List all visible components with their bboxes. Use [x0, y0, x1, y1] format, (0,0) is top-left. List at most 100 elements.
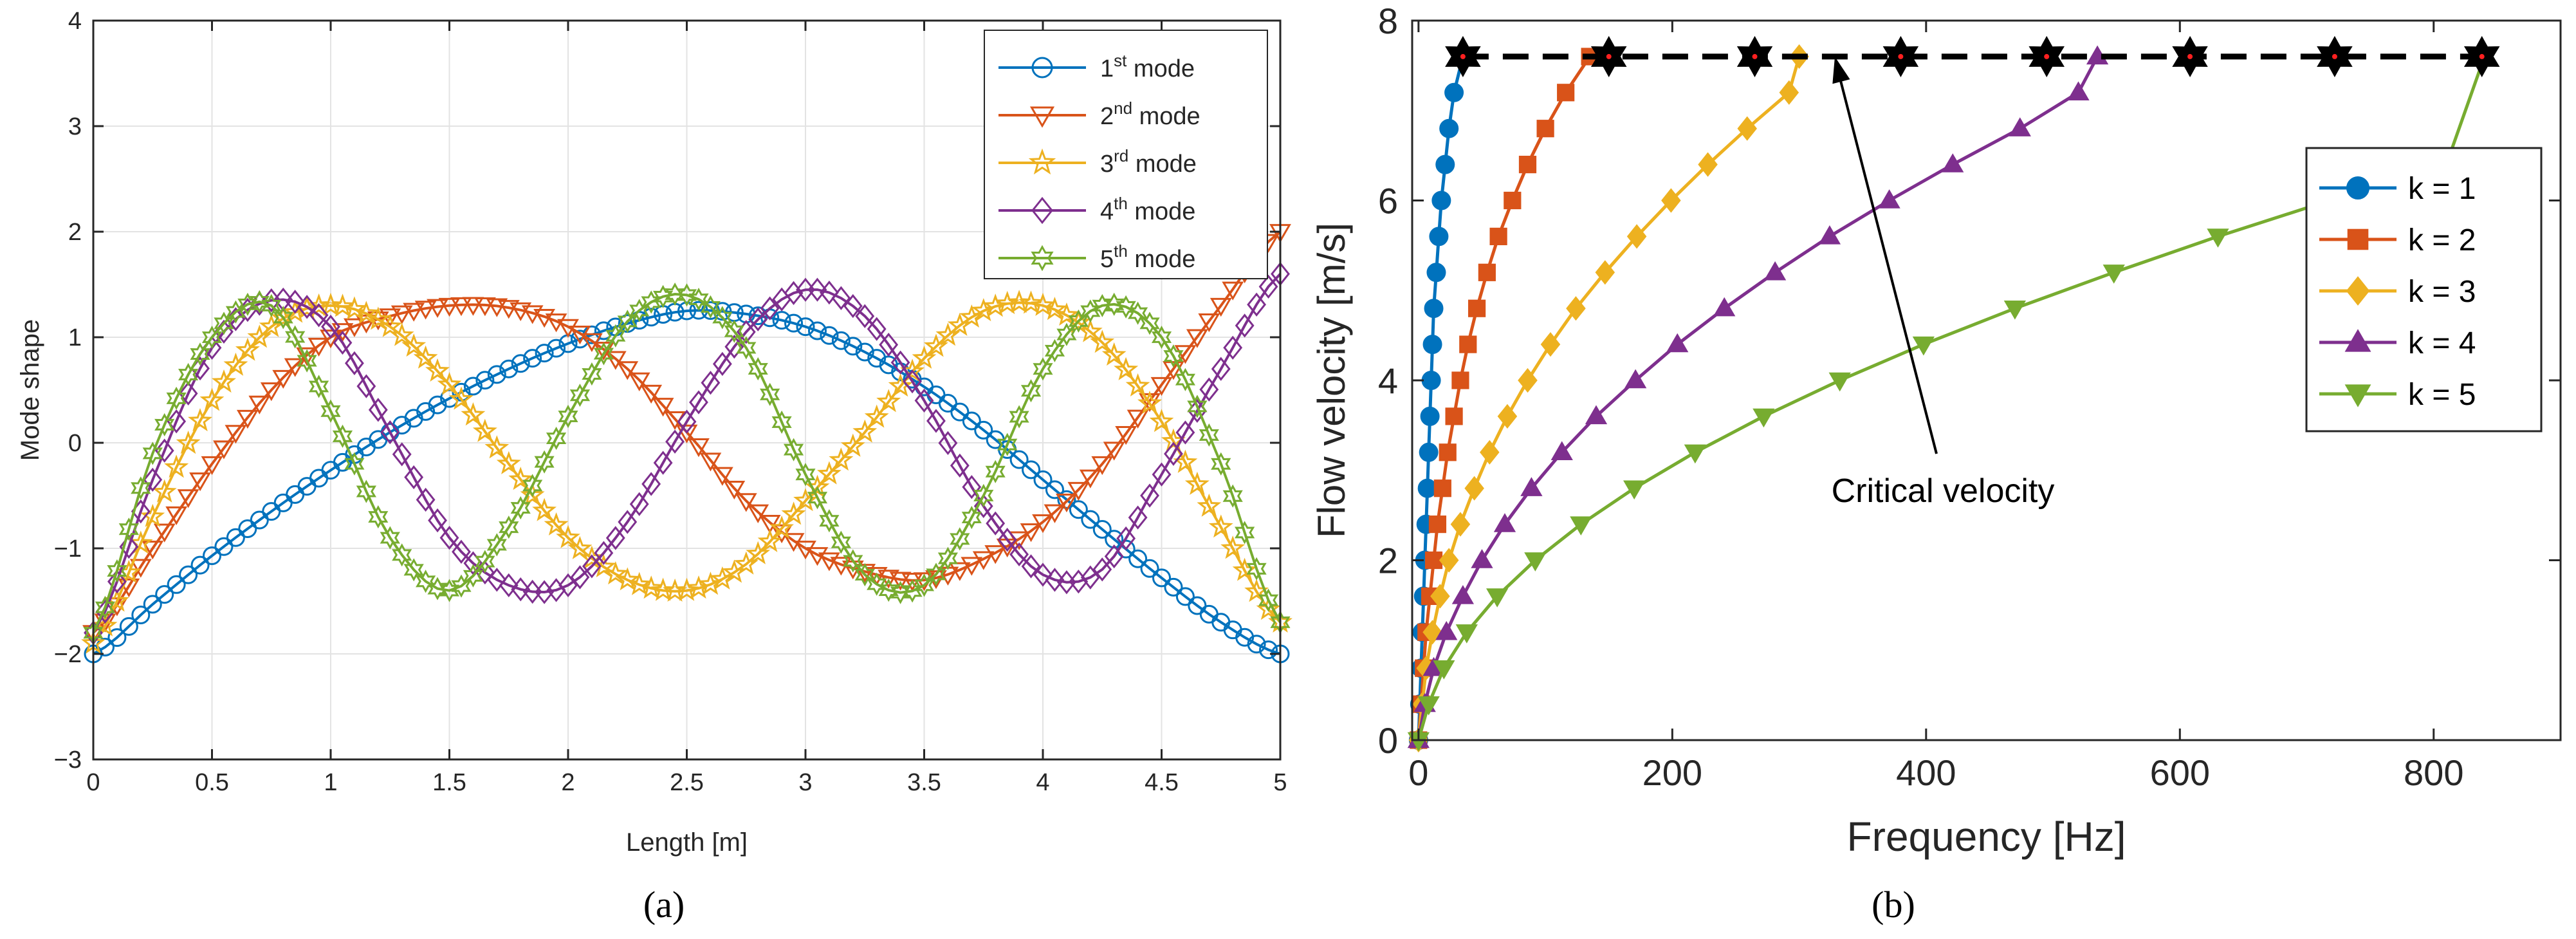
- data-point-s4-23: [356, 374, 376, 398]
- data-point-s3-38: [532, 497, 557, 521]
- data-point-s1-63: [831, 331, 851, 350]
- ytick-label-b-3: 6: [1378, 181, 1398, 221]
- data-point-s4-30: [439, 525, 459, 550]
- data-point-s1-88: [1128, 549, 1148, 568]
- data-point-s4-70: [914, 388, 934, 413]
- data-point-s5-78: [1009, 405, 1029, 429]
- data-point-s2-32: [462, 297, 484, 316]
- data-point-s4-63: [831, 286, 851, 310]
- data-point-s5-43: [593, 342, 614, 366]
- ytick-label-b-0: 0: [1378, 720, 1398, 761]
- data-point-k4-13: [1763, 261, 1787, 281]
- xtick-label-b-0: 0: [1408, 752, 1428, 793]
- data-point-s2-82: [1055, 493, 1078, 513]
- data-point-s2-7: [165, 506, 188, 526]
- data-point-s2-44: [604, 351, 627, 370]
- data-point-s5-36: [510, 496, 531, 520]
- data-point-s3-8: [176, 431, 201, 454]
- data-point-s2-35: [497, 300, 520, 319]
- data-point-s4-45: [618, 510, 638, 534]
- data-point-s1-72: [938, 394, 957, 413]
- data-point-s3-62: [817, 461, 842, 485]
- data-point-s4-56: [748, 307, 768, 331]
- xtick-label-b-3: 600: [2150, 752, 2210, 793]
- data-point-s3-96: [1220, 535, 1246, 559]
- data-point-s4-40: [558, 573, 578, 598]
- data-point-s5-14: [249, 290, 270, 313]
- data-point-s3-22: [342, 296, 367, 320]
- data-point-k4-11: [1666, 333, 1689, 353]
- data-point-k3-14: [1626, 224, 1647, 249]
- data-point-s1-9: [190, 555, 210, 575]
- data-point-s5-53: [712, 306, 733, 330]
- data-point-s2-33: [474, 297, 496, 317]
- data-point-k1-14: [1429, 227, 1449, 246]
- data-point-s3-50: [674, 577, 699, 601]
- data-point-s5-26: [392, 543, 412, 567]
- data-point-s2-75: [972, 551, 995, 570]
- data-point-s4-74: [962, 475, 982, 499]
- data-point-s2-56: [747, 504, 769, 523]
- data-point-k4-10: [1624, 369, 1647, 389]
- data-point-s1-39: [547, 339, 566, 358]
- data-point-s1-89: [1140, 559, 1159, 578]
- data-point-k4-5: [1471, 549, 1493, 568]
- data-point-s3-90: [1149, 409, 1174, 432]
- data-point-k5-14: [2207, 228, 2229, 248]
- data-point-k5-1: [1417, 696, 1440, 716]
- data-point-s4-66: [867, 317, 887, 341]
- data-point-s5-61: [807, 486, 828, 510]
- data-point-s4-31: [452, 539, 471, 564]
- data-point-s4-87: [1116, 526, 1136, 551]
- data-point-s1-1: [95, 637, 115, 656]
- data-point-s3-13: [235, 337, 260, 361]
- data-point-s4-59: [784, 281, 804, 305]
- data-point-s2-3: [118, 578, 140, 598]
- data-point-k3-16: [1698, 152, 1718, 177]
- data-point-k2-15: [1504, 191, 1522, 210]
- data-point-s2-73: [948, 562, 971, 581]
- data-point-s4-80: [1033, 562, 1053, 587]
- data-point-k5-11: [1912, 336, 1935, 356]
- data-point-s2-14: [248, 395, 271, 414]
- data-point-s3-45: [615, 567, 640, 591]
- data-point-s2-57: [759, 514, 781, 534]
- data-point-k4-18: [2067, 81, 2090, 100]
- data-point-s1-90: [1152, 568, 1171, 588]
- data-point-s1-86: [1105, 530, 1124, 549]
- data-point-s2-87: [1115, 426, 1137, 445]
- data-point-s5-27: [403, 558, 424, 582]
- data-point-s2-8: [177, 489, 199, 508]
- data-point-s3-85: [1090, 330, 1115, 353]
- data-point-s1-62: [820, 326, 839, 345]
- legend-label-3: 3rd mode: [1100, 146, 1197, 178]
- data-point-k3-12: [1566, 296, 1586, 321]
- data-point-k4-4: [1451, 585, 1475, 604]
- ytick-label-a-3: 0: [68, 430, 82, 457]
- data-point-s1-74: [962, 411, 981, 431]
- data-point-s1-30: [440, 389, 459, 408]
- data-point-s1-7: [167, 575, 186, 594]
- data-point-s1-81: [1045, 480, 1064, 499]
- data-point-s5-7: [166, 386, 187, 410]
- data-point-s5-89: [1139, 311, 1160, 335]
- data-point-k5-13: [2102, 265, 2125, 284]
- data-point-s5-86: [1104, 292, 1125, 316]
- data-point-s5-93: [1187, 395, 1208, 418]
- legend-marker-k3: [2346, 276, 2370, 306]
- data-point-s2-88: [1127, 409, 1149, 429]
- legend-marker-3: [1028, 148, 1056, 175]
- data-point-s5-87: [1116, 295, 1136, 319]
- data-point-s4-28: [416, 487, 436, 512]
- data-point-s5-85: [1092, 293, 1112, 317]
- data-point-s2-68: [889, 572, 912, 591]
- data-point-s4-49: [665, 429, 685, 454]
- data-point-s5-52: [700, 295, 721, 319]
- legend-marker-k1: [2346, 176, 2369, 200]
- data-point-s5-88: [1128, 301, 1148, 325]
- y-axis-label-a: Mode shape: [16, 319, 44, 461]
- data-point-s4-64: [843, 293, 863, 319]
- data-point-s1-82: [1057, 490, 1076, 509]
- data-point-k3-5: [1439, 548, 1459, 573]
- data-point-s4-69: [903, 369, 922, 394]
